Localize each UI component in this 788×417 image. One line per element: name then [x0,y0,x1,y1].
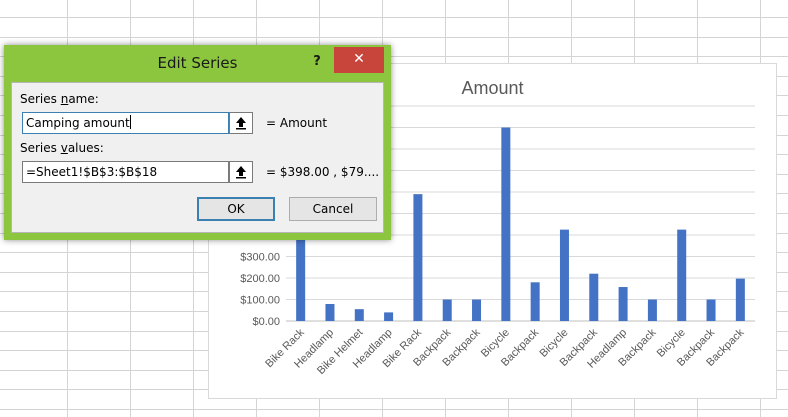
bar [442,299,452,321]
y-tick-label: $0.00 [252,316,280,328]
collapse-dialog-icon [236,117,246,130]
series-name-label: Series name: [20,92,99,106]
dialog-title: Edit Series [157,54,238,72]
bar [384,312,394,321]
ok-button[interactable]: OK [197,197,275,221]
series-name-result: = Amount [266,116,328,130]
bar [735,278,745,321]
cancel-button[interactable]: Cancel [289,197,377,221]
bar [413,194,423,321]
series-values-label: Series values: [20,141,104,155]
y-tick-label: $200.00 [240,273,280,285]
series-values-field[interactable]: =Sheet1!$B$3:$B$18 [22,161,229,183]
bar [354,309,364,321]
bar [501,127,511,321]
bar [559,229,569,321]
series-name-field[interactable]: Camping amount [22,112,229,134]
bar [325,304,335,321]
y-tick-label: $300.00 [240,252,280,264]
series-name-collapse-button[interactable] [229,112,253,134]
bar [647,299,657,321]
bar [618,287,628,321]
bar [296,235,306,321]
edit-series-dialog: Edit Series ? ✕ Series name: Camping amo… [4,45,391,240]
series-values-collapse-button[interactable] [229,161,253,183]
close-icon: ✕ [353,51,365,67]
chart-title: Amount [461,78,524,98]
bar [472,299,482,321]
y-tick-label: $100.00 [240,295,280,307]
series-values-result: = $398.00 , $79.... [266,165,380,179]
collapse-dialog-icon [236,166,246,179]
bar [589,273,599,321]
bar [677,229,687,321]
help-button[interactable]: ? [313,54,321,69]
bar [530,282,540,321]
bar [706,299,716,321]
dialog-body: Series name: Camping amount = Amount Ser… [11,82,384,233]
close-button[interactable]: ✕ [334,47,384,73]
